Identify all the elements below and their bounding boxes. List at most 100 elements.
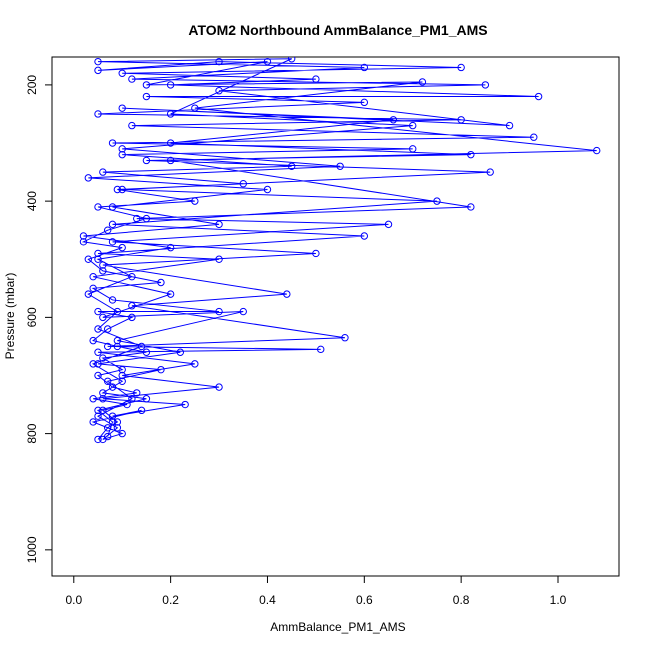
data-point [118,104,126,112]
x-tick-label: 0.6 [356,593,373,607]
data-point [89,418,97,426]
data-point [113,336,122,345]
data-point [103,342,112,351]
data-point [312,75,320,83]
data-point [128,313,136,322]
data-point [142,214,151,223]
data-point [94,360,102,368]
data-point [128,395,136,403]
data-point [103,226,112,234]
data-point [99,267,107,275]
data-point [99,389,107,397]
data-point [215,57,223,66]
data-point [108,383,117,391]
data-point [123,400,131,409]
data-point [99,261,107,269]
data-point [467,203,475,211]
data-point [108,238,117,246]
data-point [84,174,93,182]
y-tick-label: 200 [25,75,39,95]
data-point [384,220,393,229]
data-point [84,255,93,263]
data-point [108,139,117,147]
data-point [360,63,369,72]
data-point [215,383,223,391]
data-point [103,432,112,441]
data-point [89,272,97,281]
data-point [108,296,117,304]
data-point [142,395,151,403]
data-point [215,220,223,229]
data-point [360,98,369,107]
data-point [287,57,296,63]
data-point [287,162,296,170]
data-point [530,133,538,141]
data-point [360,232,369,240]
data-point [418,78,427,86]
data-point [215,87,223,95]
data-point [103,377,112,386]
data-point [99,168,107,176]
data-point [118,185,126,194]
data-point [118,243,126,252]
data-point [128,75,136,83]
data-point [191,104,199,112]
data-point [113,307,122,316]
data-point [113,424,122,432]
data-point [94,325,102,333]
y-tick-label: 1000 [25,536,39,563]
data-point [157,365,165,374]
data-point [505,121,514,130]
data-point [89,284,97,293]
data-point [534,92,543,101]
data-point [593,146,601,155]
data-point [336,162,344,170]
data-point [283,290,291,298]
data-point [94,348,102,356]
x-axis-label: AmmBalance_PM1_AMS [270,620,405,634]
data-point [457,63,465,72]
data-point [128,272,136,281]
y-axis-label: Pressure (mbar) [3,273,17,360]
data-point [166,139,175,147]
data-point [166,110,175,118]
chart-title: ATOM2 Northbound AmmBalance_PM1_AMS [188,22,487,38]
data-point [94,57,102,66]
data-point [99,354,107,362]
data-point [108,220,117,229]
data-point [103,325,112,333]
data-point [142,92,151,101]
data-point [166,290,175,298]
data-point [94,255,102,263]
data-point [166,81,175,89]
data-point [137,406,146,415]
data-point [263,185,272,194]
plot-frame [51,56,620,577]
data-point [312,249,320,258]
data-point [142,348,151,356]
data-point [341,334,349,342]
y-tick-label: 400 [25,191,39,211]
data-point [94,110,102,118]
x-tick-label: 0.8 [453,593,470,607]
data-point [433,197,441,205]
data-point [94,203,102,211]
data-point [467,150,475,159]
data-point [103,424,112,432]
data-point [133,389,141,397]
data-point [94,66,102,75]
data-point [215,255,223,263]
data-point [118,371,126,380]
data-point [94,249,102,258]
data-point [118,69,126,77]
data-point [94,307,102,316]
data-point [118,377,126,386]
data-point [409,121,417,130]
data-point [142,156,151,165]
data-point [191,197,199,205]
data-layer [79,57,601,444]
data-point [89,336,97,345]
data-point [99,395,107,403]
